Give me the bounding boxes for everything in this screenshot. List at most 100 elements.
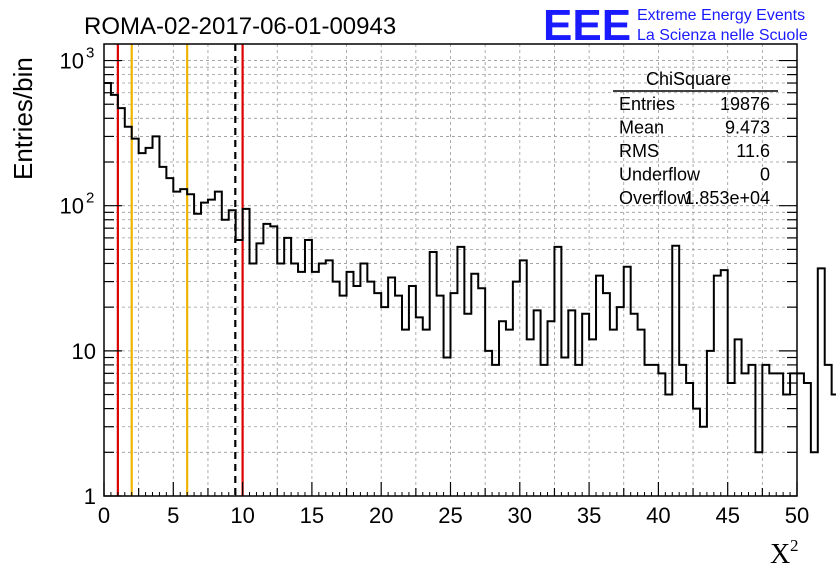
histogram-bin bbox=[527, 339, 534, 496]
histogram-bin bbox=[575, 365, 582, 496]
histogram-bin bbox=[326, 260, 333, 496]
histogram-bin bbox=[305, 240, 312, 496]
histogram-bin bbox=[485, 351, 492, 496]
y-tick-exponent: 3 bbox=[86, 45, 94, 62]
histogram-bin bbox=[291, 263, 298, 496]
histogram-bin bbox=[825, 365, 832, 496]
histogram-bin bbox=[333, 282, 340, 496]
histogram-bin bbox=[624, 267, 631, 496]
x-tick-label: 15 bbox=[300, 503, 324, 528]
stats-value: 0 bbox=[760, 165, 770, 185]
histogram-bin bbox=[582, 314, 589, 496]
x-tick-label: 50 bbox=[785, 503, 809, 528]
histogram-bin bbox=[783, 395, 790, 496]
histogram-bin bbox=[769, 373, 776, 496]
stats-label: Overflow bbox=[619, 188, 691, 208]
y-axis-label: Entries/bin bbox=[8, 57, 38, 180]
histogram-bin bbox=[679, 365, 686, 496]
stats-box: ChiSquare Entries 19876 Mean 9.473 RMS 11.6 Un… bbox=[613, 69, 778, 208]
histogram-bin bbox=[520, 260, 527, 496]
x-tick-label: 30 bbox=[508, 503, 532, 528]
histogram-bin bbox=[700, 427, 707, 496]
x-tick-label: 0 bbox=[98, 503, 110, 528]
histogram-bars bbox=[104, 82, 836, 496]
histogram-bin bbox=[159, 167, 166, 496]
stats-label: RMS bbox=[619, 141, 659, 161]
histogram-bin bbox=[250, 263, 257, 496]
histogram-bin bbox=[457, 247, 464, 496]
stats-value: 9.473 bbox=[725, 118, 770, 138]
histogram-bin bbox=[402, 330, 409, 496]
histogram-bin bbox=[423, 330, 430, 496]
histogram-bin bbox=[208, 200, 215, 496]
histogram-bin bbox=[728, 383, 735, 496]
histogram-bin bbox=[651, 365, 658, 496]
histogram-bin bbox=[755, 452, 762, 496]
reference-lines bbox=[116, 44, 244, 496]
y-tick-label: 1 bbox=[84, 484, 96, 509]
stats-value: 1.853e+04 bbox=[684, 188, 770, 208]
histogram-bin bbox=[589, 339, 596, 496]
histogram-bin bbox=[277, 263, 284, 496]
histogram-bin bbox=[104, 83, 111, 496]
histogram-bin bbox=[638, 330, 645, 496]
histogram-bin bbox=[492, 365, 499, 496]
histogram-bin bbox=[284, 238, 291, 496]
histogram-bin bbox=[395, 296, 402, 496]
histogram-bin bbox=[665, 395, 672, 496]
histogram-bin bbox=[541, 365, 548, 496]
histogram-bin bbox=[194, 214, 201, 496]
histogram-bin bbox=[568, 310, 575, 496]
histogram-bin bbox=[166, 178, 173, 496]
histogram-outline bbox=[104, 82, 836, 454]
histogram-bin bbox=[215, 192, 222, 496]
y-tick-exponent: 2 bbox=[86, 190, 94, 207]
histogram-bin bbox=[340, 296, 347, 496]
x-tick-label: 25 bbox=[438, 503, 462, 528]
histogram-bin bbox=[478, 288, 485, 496]
histogram-bin bbox=[430, 252, 437, 496]
x-axis-label: X bbox=[770, 539, 790, 570]
histogram-bin bbox=[631, 314, 638, 496]
histogram-bin bbox=[263, 224, 270, 496]
histogram-bin bbox=[797, 373, 804, 496]
histogram-bin bbox=[319, 263, 326, 496]
histogram-bin bbox=[139, 153, 146, 496]
y-tick-label: 10 bbox=[60, 49, 84, 74]
histogram-bin bbox=[347, 272, 354, 496]
logo-line-1: Extreme Energy Events bbox=[637, 7, 805, 24]
x-tick-label: 20 bbox=[369, 503, 393, 528]
histogram-bin bbox=[506, 330, 513, 496]
grid-lines bbox=[104, 44, 797, 496]
histogram-bin bbox=[312, 272, 319, 496]
logo-line-2: La Scienza nelle Scuole bbox=[637, 27, 808, 44]
stats-label: Underflow bbox=[619, 165, 701, 185]
y-tick-label: 10 bbox=[72, 339, 96, 364]
histogram-bin bbox=[686, 383, 693, 496]
histogram-bin bbox=[353, 286, 360, 496]
histogram-bin bbox=[409, 286, 416, 496]
histogram-bin bbox=[513, 282, 520, 496]
x-tick-label: 5 bbox=[167, 503, 179, 528]
histogram-bin bbox=[735, 339, 742, 496]
stats-value: 19876 bbox=[720, 94, 770, 114]
histogram-bin bbox=[596, 276, 603, 496]
histogram-bin bbox=[367, 282, 374, 496]
histogram-bin bbox=[811, 452, 818, 496]
histogram-bin bbox=[270, 226, 277, 496]
histogram-bin bbox=[776, 373, 783, 496]
histogram-bin bbox=[804, 383, 811, 496]
histogram-bin bbox=[360, 263, 367, 496]
stats-name: ChiSquare bbox=[646, 69, 731, 89]
histogram-bin bbox=[645, 365, 652, 496]
histogram-bin bbox=[748, 365, 755, 496]
histogram-bin bbox=[832, 395, 836, 496]
x-tick-label: 10 bbox=[230, 503, 254, 528]
histogram-bin bbox=[464, 314, 471, 496]
histogram-bin bbox=[658, 373, 665, 496]
histogram-bin bbox=[714, 276, 721, 496]
histogram-bin bbox=[416, 317, 423, 496]
stats-label: Mean bbox=[619, 118, 664, 138]
